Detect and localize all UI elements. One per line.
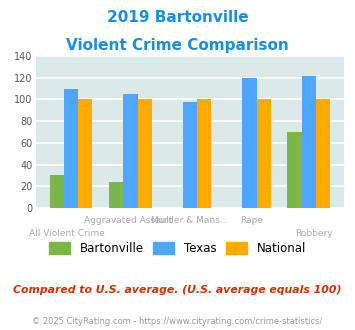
Bar [138,99,152,208]
Bar [257,99,271,208]
Text: Robbery: Robbery [295,229,332,238]
Bar [78,99,92,208]
Bar [109,182,123,208]
Bar [183,102,197,208]
Bar [123,94,138,208]
Bar [302,76,316,208]
Text: Compared to U.S. average. (U.S. average equals 100): Compared to U.S. average. (U.S. average … [13,285,342,295]
Bar [288,132,302,208]
Bar [197,99,211,208]
Text: Murder & Mans...: Murder & Mans... [151,216,229,225]
Text: All Violent Crime: All Violent Crime [28,229,104,238]
Text: © 2025 CityRating.com - https://www.cityrating.com/crime-statistics/: © 2025 CityRating.com - https://www.city… [32,317,323,326]
Bar [50,175,64,208]
Bar [64,89,78,208]
Bar [242,78,257,208]
Legend: Bartonville, Texas, National: Bartonville, Texas, National [49,242,306,255]
Text: Violent Crime Comparison: Violent Crime Comparison [66,38,289,53]
Text: Aggravated Assault: Aggravated Assault [84,216,173,225]
Bar [316,99,330,208]
Text: Rape: Rape [240,216,263,225]
Text: 2019 Bartonville: 2019 Bartonville [107,10,248,25]
